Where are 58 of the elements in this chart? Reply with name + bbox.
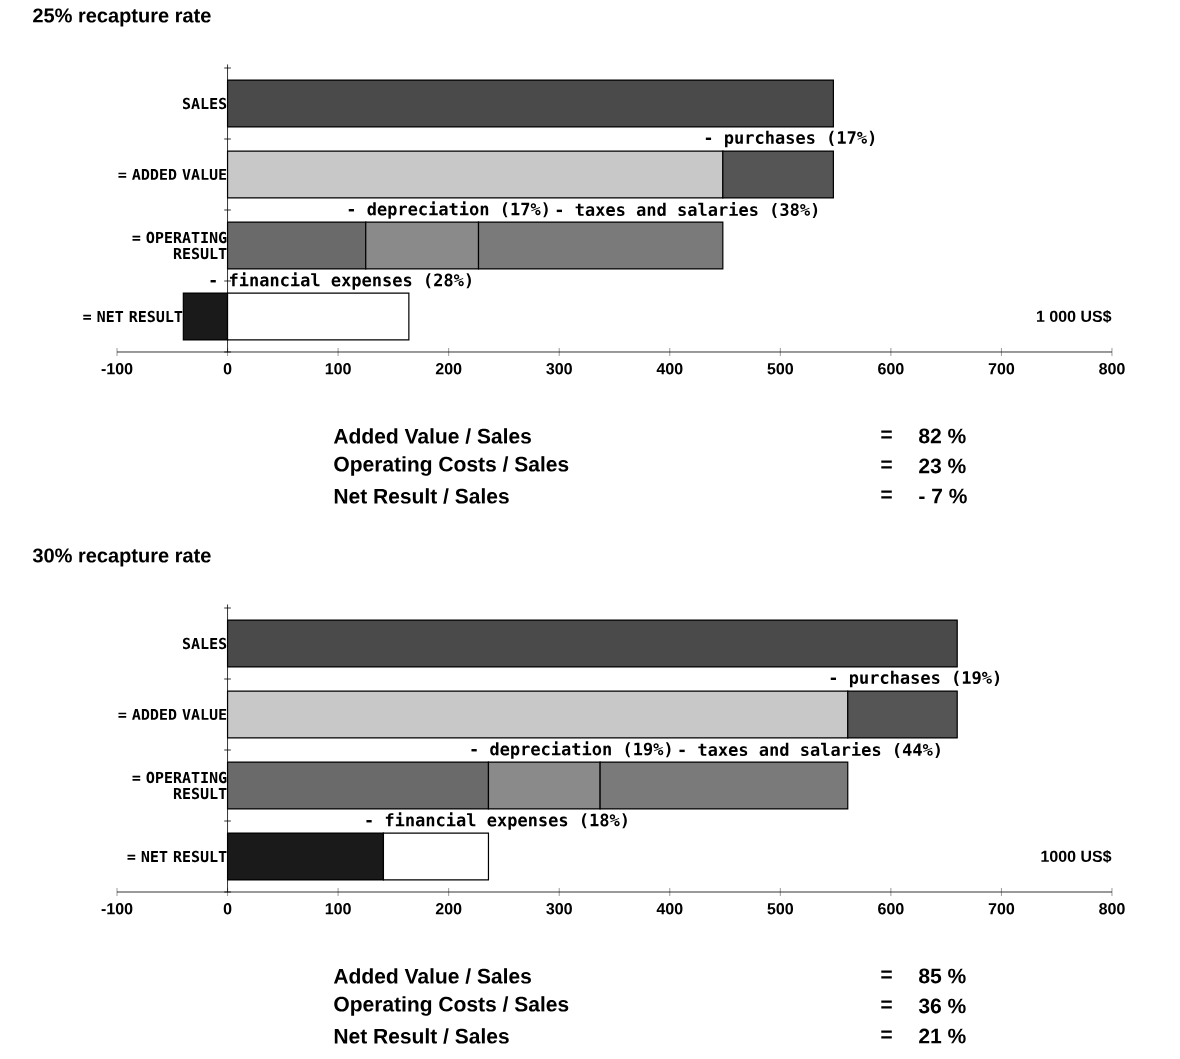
y-tick-label: = NET RESULT (127, 850, 227, 863)
annotation: - purchases (19%) (830, 670, 1000, 688)
x-tick-label: 0 (223, 903, 232, 915)
annotation: - financial expenses (28%) (210, 272, 471, 290)
annotation: 1 000 US$ (1036, 309, 1112, 324)
text: 21 % (919, 1028, 966, 1044)
annotation: - financial expenses (18%) (366, 812, 627, 830)
annotation: - taxes and salaries (44%) (679, 741, 940, 759)
y-tick-label: = OPERATING RESULT (132, 771, 227, 800)
text: Operating Costs / Sales (334, 456, 569, 476)
x-tick-label: 200 (435, 903, 462, 915)
annotation: 1000 US$ (1041, 849, 1112, 864)
text: = (881, 1000, 892, 1009)
annotation: - taxes and salaries (38%) (556, 201, 818, 219)
text: = (881, 430, 892, 439)
x-tick-label: 200 (435, 363, 462, 375)
text: 23 % (919, 458, 966, 474)
text: Added Value / Sales (333, 968, 531, 984)
x-tick-label: 300 (546, 363, 572, 375)
x-tick-label: 300 (546, 903, 572, 915)
x-tick-label: 400 (656, 363, 683, 375)
chart-title: 25% recapture rate (33, 8, 211, 27)
x-tick-label: 700 (988, 363, 1015, 375)
x-tick-label: 100 (325, 363, 351, 375)
text: Net Result / Sales (334, 1028, 509, 1044)
x-tick-label: 600 (878, 903, 904, 915)
x-tick-label: 700 (988, 903, 1015, 915)
y-tick-label: = OPERATING RESULT (132, 231, 227, 260)
chart-title: 30% recapture rate (32, 548, 211, 567)
annotation: - depreciation (17%) (348, 201, 548, 219)
x-tick-label: 100 (325, 903, 351, 915)
x-tick-label: 800 (1099, 903, 1125, 915)
x-tick-label: 500 (767, 903, 794, 915)
y-tick-label: SALES (182, 637, 227, 650)
x-tick-label: 400 (656, 903, 683, 915)
text: Net Result / Sales (334, 488, 509, 504)
x-tick-label: 800 (1099, 363, 1125, 375)
text: - 7 % (919, 488, 967, 504)
text: 82 % (919, 428, 966, 444)
text: = (881, 1030, 892, 1039)
y-tick-label: SALES (182, 97, 227, 110)
x-tick-label: -100 (101, 363, 133, 375)
text: 85 % (919, 968, 966, 984)
y-tick-label: = ADDED VALUE (118, 708, 227, 721)
y-tick-label: = ADDED VALUE (118, 168, 227, 181)
text: Added Value / Sales (333, 428, 531, 444)
text: Operating Costs / Sales (334, 996, 569, 1016)
text: = (881, 460, 892, 469)
x-tick-label: 600 (878, 363, 904, 375)
annotation: - depreciation (19%) (471, 741, 671, 759)
annotation: - purchases (17%) (705, 130, 875, 148)
y-tick-label: = NET RESULT (83, 310, 183, 323)
x-tick-label: -100 (101, 903, 133, 915)
text: = (881, 490, 892, 499)
text: = (881, 970, 892, 979)
x-tick-label: 500 (767, 363, 794, 375)
text: 36 % (918, 998, 966, 1014)
x-tick-label: 0 (223, 363, 232, 375)
